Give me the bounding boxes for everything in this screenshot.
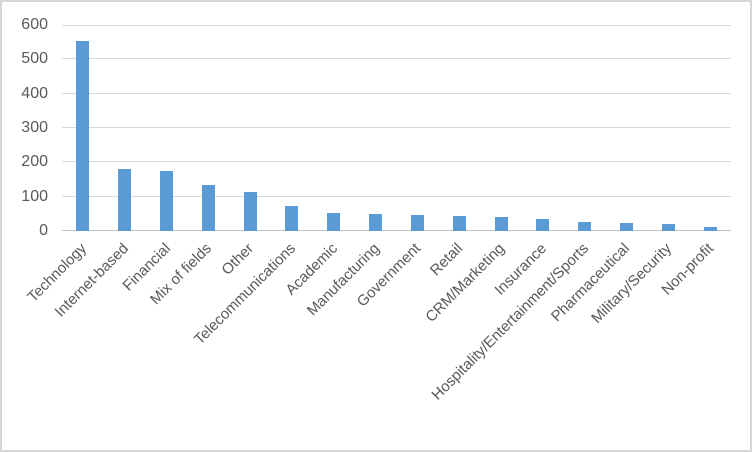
y-tick-label-100: 100 [21, 187, 48, 205]
bar-military-security [662, 224, 675, 231]
gridline-400 [62, 93, 731, 94]
y-tick-label-300: 300 [21, 119, 48, 136]
bar-financial [160, 171, 173, 231]
y-tick-label-0: 0 [39, 222, 48, 239]
bar-internet-based [118, 169, 131, 231]
y-tick-label-400: 400 [21, 84, 48, 102]
x-axis-line [62, 230, 731, 231]
bar-government [411, 215, 424, 231]
gridline-500 [62, 58, 731, 59]
bar-technology [76, 41, 89, 231]
y-tick-label-600: 600 [21, 16, 48, 33]
bar-academic [327, 213, 340, 231]
bar-retail [453, 216, 466, 231]
gridline-200 [62, 161, 731, 162]
bar-hospitality-entertainment-sports [578, 222, 591, 231]
bar-telecommunications [285, 206, 298, 231]
y-tick-label-200: 200 [21, 153, 48, 171]
gridline-600 [62, 25, 731, 26]
bar-other [244, 192, 257, 231]
plot-area [62, 25, 731, 231]
bar-crm-marketing [495, 217, 508, 231]
y-tick-label-500: 500 [21, 50, 48, 68]
bar-insurance [536, 219, 549, 231]
bar-non-profit [704, 227, 717, 231]
bar-pharmaceutical [620, 223, 633, 231]
gridline-100 [62, 196, 731, 197]
bar-mix-of-fields [202, 185, 215, 231]
bar-manufacturing [369, 214, 382, 231]
gridline-300 [62, 127, 731, 128]
